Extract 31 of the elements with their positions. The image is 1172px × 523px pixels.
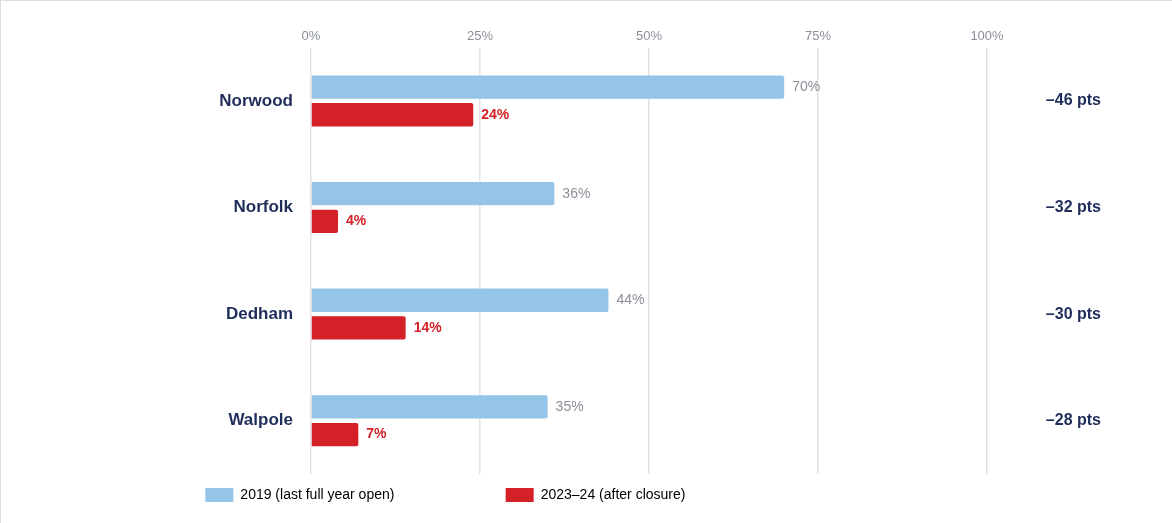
legend-label: 2023–24 (after closure) <box>540 485 783 502</box>
bar <box>311 75 785 99</box>
bar <box>311 288 609 312</box>
x-tick-label: 75% <box>804 28 832 44</box>
y-tick-label: Dedham <box>225 303 293 323</box>
text: –30 pts <box>1045 304 1102 322</box>
data-label: 35% <box>555 397 584 414</box>
x-tick-label: 0% <box>301 28 321 44</box>
y-tick-label: Walpole <box>228 410 293 430</box>
bar <box>311 103 474 127</box>
data-label: 24% <box>481 105 510 122</box>
bar <box>311 316 406 340</box>
data-label: 44% <box>616 291 645 308</box>
y-tick-label: Norwood <box>219 90 293 110</box>
bar <box>311 209 339 233</box>
y-tick-label: Norfolk <box>233 197 294 217</box>
x-tick-label: 25% <box>466 28 494 44</box>
bar <box>311 395 548 419</box>
x-tick-label: 50% <box>635 28 663 44</box>
text: –46 pts <box>1045 91 1102 109</box>
data-label: 7% <box>366 425 388 442</box>
data-label: 4% <box>346 212 367 229</box>
bar <box>311 422 359 447</box>
x-tick-label: 100% <box>970 28 1005 44</box>
text: –28 pts <box>1045 411 1102 429</box>
data-label: 70% <box>792 77 821 94</box>
bar <box>311 182 555 206</box>
data-label: 14% <box>413 318 443 335</box>
text: –32 pts <box>1045 197 1102 215</box>
legend-label: 2019 (last full year open) <box>240 485 492 502</box>
data-label: 36% <box>562 184 591 201</box>
